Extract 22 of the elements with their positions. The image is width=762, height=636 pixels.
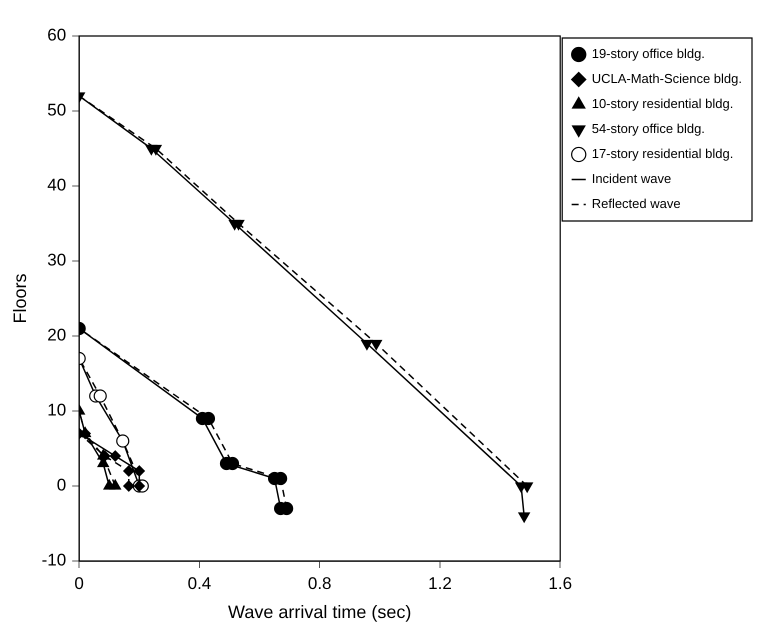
legend-label: 17-story residential bldg.: [592, 146, 734, 162]
y-tick-label: 30: [47, 250, 66, 270]
legend-label: Incident wave: [592, 171, 672, 186]
x-tick-label: 0.4: [188, 574, 212, 593]
y-tick-label: 60: [47, 26, 66, 45]
y-axis-title: Floors: [10, 273, 30, 324]
x-tick-label: 1.6: [548, 574, 572, 593]
legend-label: 54-story office bldg.: [592, 121, 705, 136]
legend-label: UCLA-Math-Science bldg.: [592, 71, 742, 86]
y-tick-label: 40: [47, 176, 66, 195]
y-tick-label: 50: [47, 100, 66, 120]
y-tick-label: 20: [47, 326, 66, 345]
x-tick-label: 0.8: [308, 574, 332, 593]
x-axis-title: Wave arrival time (sec): [228, 602, 412, 622]
y-tick-label: -10: [42, 550, 66, 570]
legend-label: 10-story residential bldg.: [592, 96, 734, 112]
x-tick-label: 1.2: [428, 574, 452, 593]
x-tick-label: 0: [74, 574, 84, 593]
y-tick-label: 10: [47, 400, 66, 420]
legend-label: Reflected wave: [592, 196, 681, 212]
y-tick-label: 0: [56, 476, 66, 495]
legend-label: 19-story office bldg.: [592, 46, 705, 62]
